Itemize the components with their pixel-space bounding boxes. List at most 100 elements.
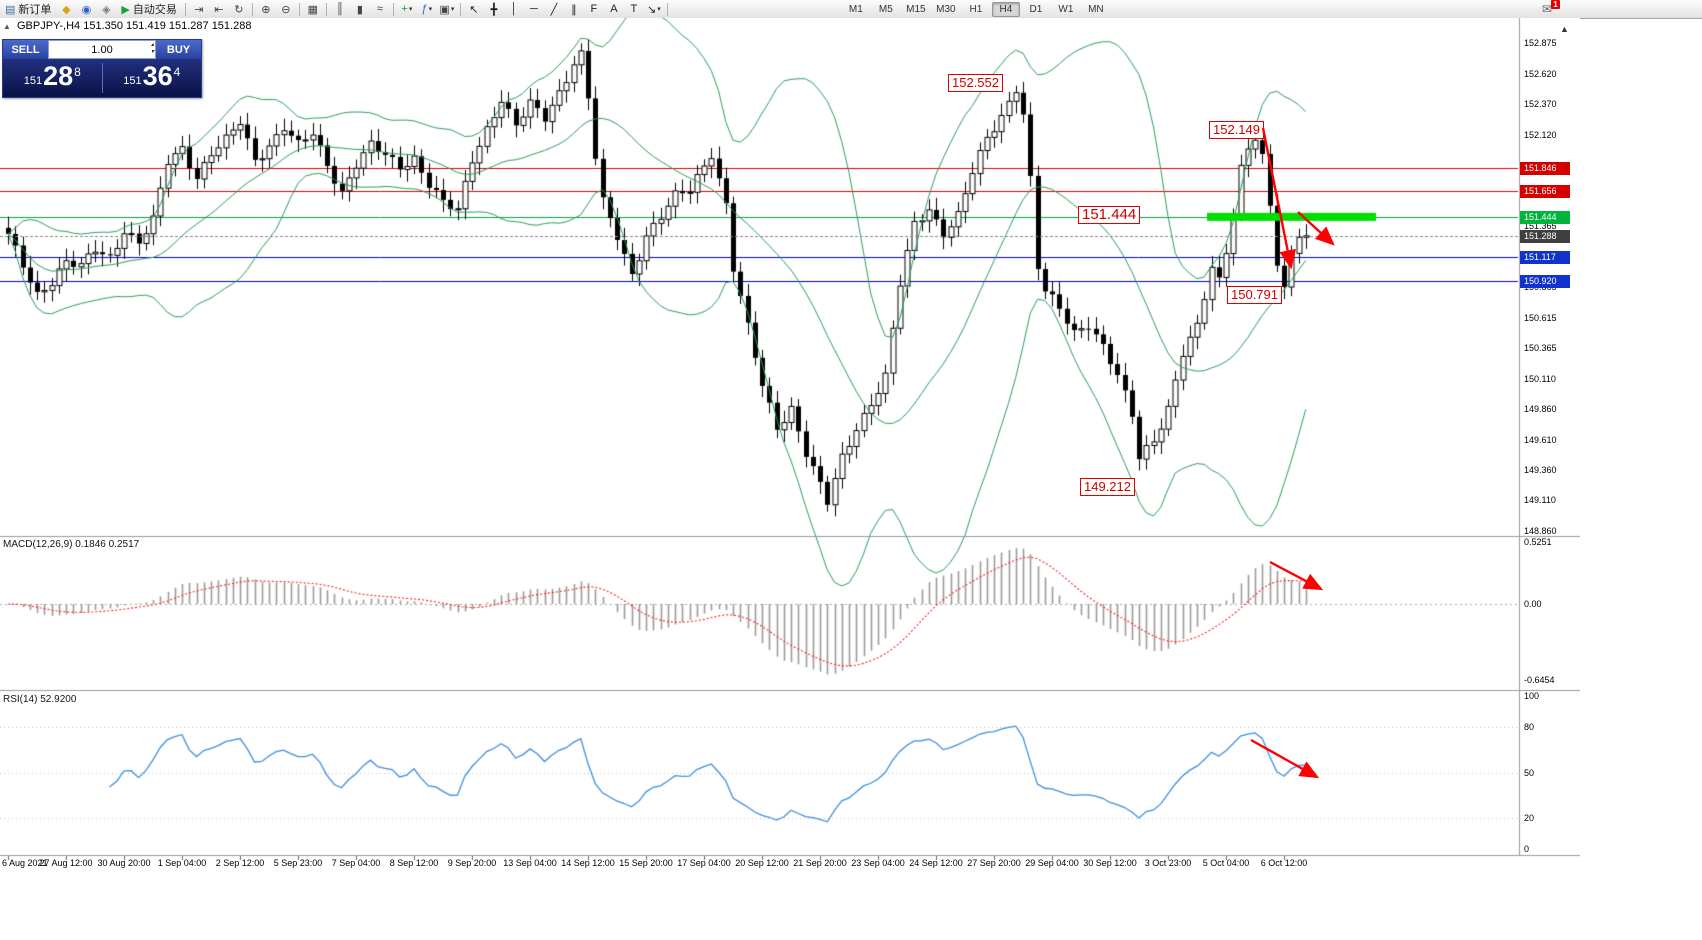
text-glyph: A xyxy=(610,3,618,15)
time-scale[interactable]: 6 Aug 2021 27 Aug 12:00 30 Aug 20:00 1 Sep … xyxy=(0,856,1519,872)
chart-symbol-period: GBPJPY-,H4 xyxy=(16,20,81,32)
price-line-tag: 151.288 xyxy=(1520,229,1570,243)
refresh-icon[interactable]: ↻ xyxy=(230,2,248,17)
timeframe-m1-button[interactable]: M1 xyxy=(848,3,863,15)
news-glyph: ◉ xyxy=(81,3,92,16)
toolbar-separator xyxy=(184,2,186,16)
rsi-label: RSI(14) 52.9200 xyxy=(3,694,77,705)
chart-ohlc-quote: 151.350 151.419 151.287 151.288 xyxy=(83,20,252,32)
arrows-tool-icon[interactable]: ↘ ▾ xyxy=(645,2,663,17)
sell-pip-fraction: 8 xyxy=(74,64,81,79)
macd-scale-tick: 0.5251 xyxy=(1524,537,1552,548)
sell-pips: 28 xyxy=(43,60,74,91)
timeframe-m5-button[interactable]: M5 xyxy=(878,3,893,15)
trade-panel-top-row: SELL 1.00 ▴ ▾ BUY xyxy=(3,40,201,59)
macd-label: MACD(12,26,9) 0.1846 0.2517 xyxy=(3,539,140,550)
fibonacci-icon[interactable]: F xyxy=(585,2,603,17)
sell-price-button[interactable]: 151 28 8 xyxy=(3,60,102,93)
vertical-line-icon[interactable]: │ xyxy=(505,2,523,17)
arrows-tool-glyph: ↘ xyxy=(647,3,657,16)
rsi-scale-tick: 100 xyxy=(1524,691,1540,701)
timeframe-m30-button[interactable]: M30 xyxy=(936,3,956,15)
new-order-glyph: ▤ xyxy=(5,3,16,16)
time-tick-label: 8 Sep 12:00 xyxy=(389,858,439,868)
price-annotation[interactable]: 152.552 xyxy=(948,74,1003,92)
buy-price-button[interactable]: 151 36 4 xyxy=(103,60,202,93)
buy-pips: 36 xyxy=(142,60,173,91)
timeframe-w1-button[interactable]: W1 xyxy=(1058,3,1074,15)
stepper-up-icon[interactable]: ▴ xyxy=(150,42,154,48)
time-tick-label: 21 Sep 20:00 xyxy=(793,858,847,868)
timeframe-mn-button[interactable]: MN xyxy=(1088,3,1104,15)
volume-field[interactable]: 1.00 ▴ ▾ xyxy=(48,40,156,59)
fibonacci-glyph: F xyxy=(590,3,598,15)
price-tick: 148.860 xyxy=(1524,525,1557,536)
price-annotation[interactable]: 150.791 xyxy=(1227,286,1282,304)
indicators-list-button[interactable]: ƒ ▾ xyxy=(418,2,436,17)
price-line-tag: 151.656 xyxy=(1520,185,1570,199)
channel-icon[interactable]: ∥ xyxy=(565,2,583,17)
time-tick-label: 14 Sep 12:00 xyxy=(561,858,615,868)
time-tick-label: 17 Sep 04:00 xyxy=(677,858,731,868)
horizontal-line-icon[interactable]: ─ xyxy=(525,2,543,17)
zoom-out-icon[interactable]: ⊖ xyxy=(277,2,295,17)
toolbar-separator xyxy=(459,2,461,16)
timeframe-h4-button[interactable]: H4 xyxy=(991,1,1020,17)
auto-scroll-icon[interactable]: ⇥ xyxy=(190,2,208,17)
cursor-icon[interactable]: ↖ xyxy=(465,2,483,17)
news-icon[interactable]: ◉ xyxy=(77,2,95,17)
new-order-button[interactable]: ▤ 新订单 xyxy=(0,2,56,17)
rsi-scale-tick: 20 xyxy=(1524,813,1535,824)
crosshair-glyph: ╋ xyxy=(490,3,498,16)
autotrading-glyph: ▶ xyxy=(121,3,130,16)
chart-title: ▲ GBPJPY-,H4 151.350 151.419 151.287 151… xyxy=(3,20,251,32)
channel-glyph: ∥ xyxy=(571,3,577,16)
bar-chart-icon[interactable]: ║ xyxy=(331,2,349,17)
time-tick-label: 23 Sep 04:00 xyxy=(851,858,905,868)
zoom-in-glyph: ⊕ xyxy=(261,3,271,16)
timeframe-m15-button[interactable]: M15 xyxy=(906,3,926,15)
scripts-icon[interactable]: ◈ xyxy=(97,2,115,17)
time-tick-label: 30 Sep 12:00 xyxy=(1083,858,1137,868)
price-annotation[interactable]: 149.212 xyxy=(1080,478,1135,496)
toolbar-separator xyxy=(325,2,327,16)
price-tick: 152.120 xyxy=(1524,129,1557,140)
price-scale[interactable]: 152.875152.620152.370152.120151.365150.8… xyxy=(1519,18,1580,870)
volume-stepper[interactable]: ▴ ▾ xyxy=(151,42,154,56)
price-annotation[interactable]: 152.149 xyxy=(1209,121,1264,139)
sell-button[interactable]: SELL xyxy=(3,40,48,59)
timeframe-h1-button[interactable]: H1 xyxy=(969,3,983,15)
cursor-glyph: ↖ xyxy=(469,3,479,16)
zoom-in-icon[interactable]: ⊕ xyxy=(257,2,275,17)
price-divider xyxy=(101,63,103,93)
price-tick: 151.365 xyxy=(1524,221,1557,232)
toolbar-separator xyxy=(392,2,394,16)
text-label-icon[interactable]: T xyxy=(625,2,643,17)
text-icon[interactable]: A xyxy=(605,2,623,17)
price-annotation[interactable]: 151.444 xyxy=(1078,206,1141,224)
horizontal-line-glyph: ─ xyxy=(529,3,538,15)
line-chart-icon[interactable]: ≈ xyxy=(371,2,389,17)
timeframe-d1-button[interactable]: D1 xyxy=(1029,3,1043,15)
chart-shift-icon[interactable]: ⇤ xyxy=(210,2,228,17)
trendline-icon[interactable]: ╱ xyxy=(545,2,563,17)
tile-windows-icon[interactable]: ▦ xyxy=(304,2,322,17)
add-indicator-button[interactable]: + ▾ xyxy=(398,2,416,17)
toolbar-right-group: ✉ 1 xyxy=(1542,0,1560,16)
chart-window[interactable]: ▲ GBPJPY-,H4 151.350 151.419 151.287 151… xyxy=(0,18,1580,870)
templates-button[interactable]: ▣ ▾ xyxy=(438,2,456,17)
crosshair-icon[interactable]: ╋ xyxy=(485,2,503,17)
chart-canvas[interactable] xyxy=(0,18,1580,870)
scale-top-marker-icon: ▲ xyxy=(1560,24,1569,34)
trendline-glyph: ╱ xyxy=(550,3,558,16)
stepper-down-icon[interactable]: ▾ xyxy=(150,49,154,55)
price-tick: 152.370 xyxy=(1524,99,1557,110)
chevron-down-icon: ▾ xyxy=(657,6,661,13)
candle-chart-icon[interactable]: ▮ xyxy=(351,2,369,17)
compass-icon[interactable]: ◆ xyxy=(57,2,75,17)
buy-button[interactable]: BUY xyxy=(156,40,201,59)
autotrading-button[interactable]: ▶ 自动交易 xyxy=(116,2,181,17)
time-tick-label: 9 Sep 20:00 xyxy=(447,858,497,868)
mail-icon[interactable]: ✉ 1 xyxy=(1542,0,1560,16)
